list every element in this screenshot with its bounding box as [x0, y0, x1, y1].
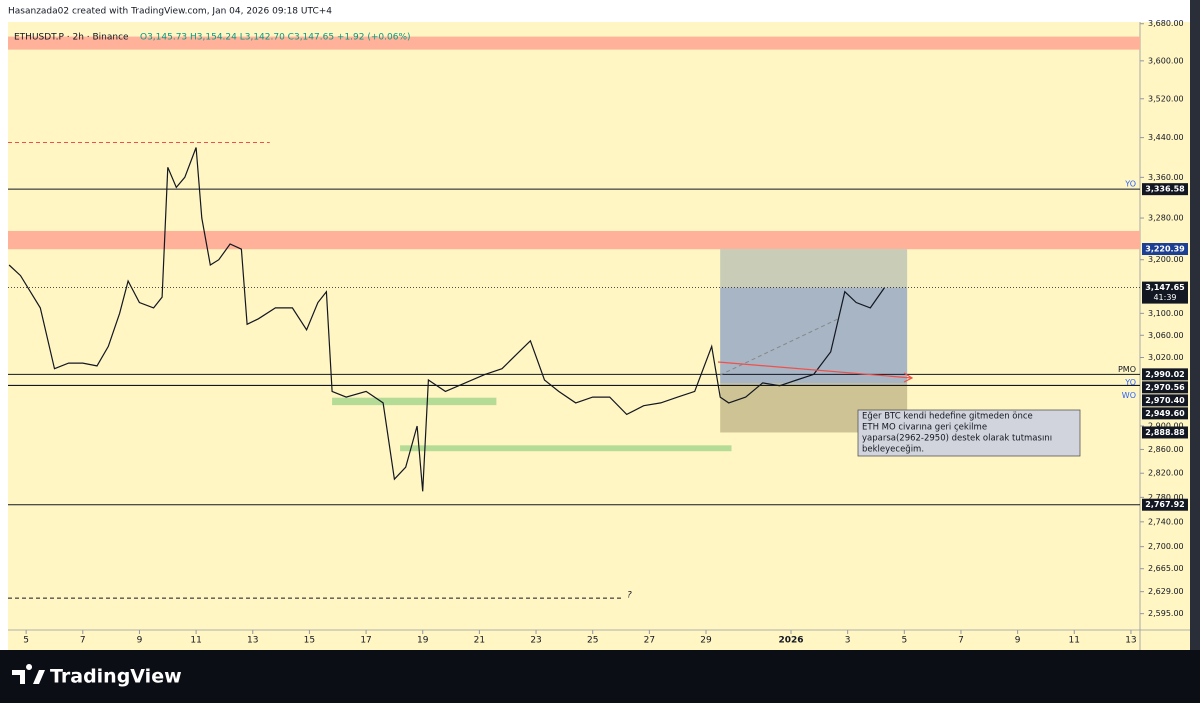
logo-mark [12, 664, 45, 684]
x-tick-label: 2026 [778, 636, 803, 646]
x-tick-label: 15 [304, 636, 315, 646]
x-tick-label: 7 [958, 636, 964, 646]
brand: TradingView [50, 666, 182, 688]
y-tick-label: 3,100.00 [1148, 309, 1184, 318]
y-tick-label: 2,700.00 [1148, 542, 1184, 551]
zone [8, 230, 1140, 250]
level-tag: PMO [1118, 365, 1136, 374]
price-label: 2,970.40 [1145, 396, 1185, 405]
x-tick-label: 23 [530, 636, 541, 646]
price-label: 2,767.92 [1145, 500, 1184, 509]
note: Eğer BTC kendi hedefine gitmeden önceETH… [862, 412, 1052, 455]
y-tick-label: 3,680.00 [1148, 19, 1184, 28]
x-tick-label: 17 [360, 636, 371, 646]
countdown: 41:39 [1153, 293, 1176, 302]
price-label: 3,220.39 [1145, 245, 1185, 254]
level-tag: WO [1122, 391, 1136, 400]
y-tick-label: 2,629.00 [1148, 587, 1184, 596]
zone [332, 397, 497, 406]
x-tick-label: 5 [23, 636, 29, 646]
price-label: 2,949.60 [1145, 409, 1185, 418]
note-line: Eğer BTC kendi hedefine gitmeden önce [862, 412, 1033, 422]
level-label: ? [627, 591, 632, 601]
price-label-box [1142, 407, 1188, 420]
x-tick-label: 5 [901, 636, 907, 646]
header: Hasanzada02 created with TradingView.com… [8, 7, 332, 17]
y-tick-label: 3,520.00 [1148, 94, 1184, 103]
y-tick-label: 3,440.00 [1148, 133, 1184, 142]
y-tick-label: 2,780.00 [1148, 493, 1184, 502]
price-line [8, 147, 885, 492]
price-label: 2,888.88 [1145, 428, 1185, 437]
y-tick-label: 3,020.00 [1148, 353, 1184, 362]
level-tag: YO [1124, 180, 1136, 189]
symbol: ETHUSDT.P · 2h · Binance [14, 33, 129, 43]
price-label-box [1142, 183, 1188, 196]
price-label: 3,147.65 [1145, 283, 1185, 292]
x-tick-label: 29 [700, 636, 712, 646]
price-label: 3,336.58 [1145, 185, 1185, 194]
price-label: 2,990.02 [1145, 370, 1184, 379]
price-label-box [1142, 426, 1188, 439]
zone [720, 287, 908, 384]
trend-arrow [717, 361, 913, 379]
y-tick-label: 2,900.00 [1148, 421, 1184, 430]
x-tick-label: 13 [1125, 636, 1136, 646]
x-tick-label: 25 [587, 636, 598, 646]
price-label: 2,970.56 [1145, 383, 1185, 392]
y-tick-label: 2,665.00 [1148, 564, 1184, 573]
price-label-box [1142, 394, 1188, 407]
x-tick-label: 13 [247, 636, 258, 646]
projection-line [719, 317, 841, 376]
note-line: ETH MO civarına geri çekilme [862, 423, 987, 433]
edge-strip [1190, 0, 1200, 650]
x-tick-label: 7 [80, 636, 86, 646]
price-label-box [1142, 281, 1188, 304]
price-label-box [1142, 381, 1188, 394]
zone [400, 445, 732, 452]
x-tick-label: 9 [137, 636, 143, 646]
zone [8, 36, 1140, 50]
x-tick-label: 11 [190, 636, 201, 646]
plot: 3,680.00 3,600.00 3,520.00 3,440.00 3,360.00… [8, 19, 1190, 650]
price-label-box [1142, 498, 1188, 511]
x-tick-label: 19 [417, 636, 429, 646]
plot-background [8, 22, 1190, 650]
y-tick-label: 2,820.00 [1148, 469, 1184, 478]
y-tick-label: 3,060.00 [1148, 331, 1184, 340]
level-tag: YO [1124, 378, 1136, 387]
x-tick-label: 9 [1015, 636, 1021, 646]
ohlc: O3,145.73 H3,154.24 L3,142.70 C3,147.65 … [140, 33, 411, 43]
note-line: yaparsa(2962-2950) destek olarak tutması… [862, 434, 1052, 444]
y-tick-label: 2,860.00 [1148, 445, 1184, 454]
y-tick-label: 3,360.00 [1148, 173, 1184, 182]
y-tick-label: 2,595.00 [1148, 609, 1184, 618]
footer [0, 650, 1200, 703]
price-label-box [1142, 243, 1188, 256]
y-tick-label: 3,600.00 [1148, 56, 1184, 65]
y-tick-label: 2,740.00 [1148, 517, 1184, 526]
arrow-head [903, 372, 914, 383]
note-line: bekleyeceğim. [862, 445, 924, 455]
x-tick-label: 21 [474, 636, 485, 646]
zone [720, 249, 908, 288]
note-box [857, 409, 1081, 457]
y-tick-label: 3,200.00 [1148, 255, 1184, 264]
x-tick-label: 11 [1069, 636, 1080, 646]
price-label-box [1142, 368, 1188, 381]
x-tick-label: 27 [644, 636, 655, 646]
y-tick-label: 3,280.00 [1148, 214, 1184, 223]
x-tick-label: 3 [845, 636, 851, 646]
